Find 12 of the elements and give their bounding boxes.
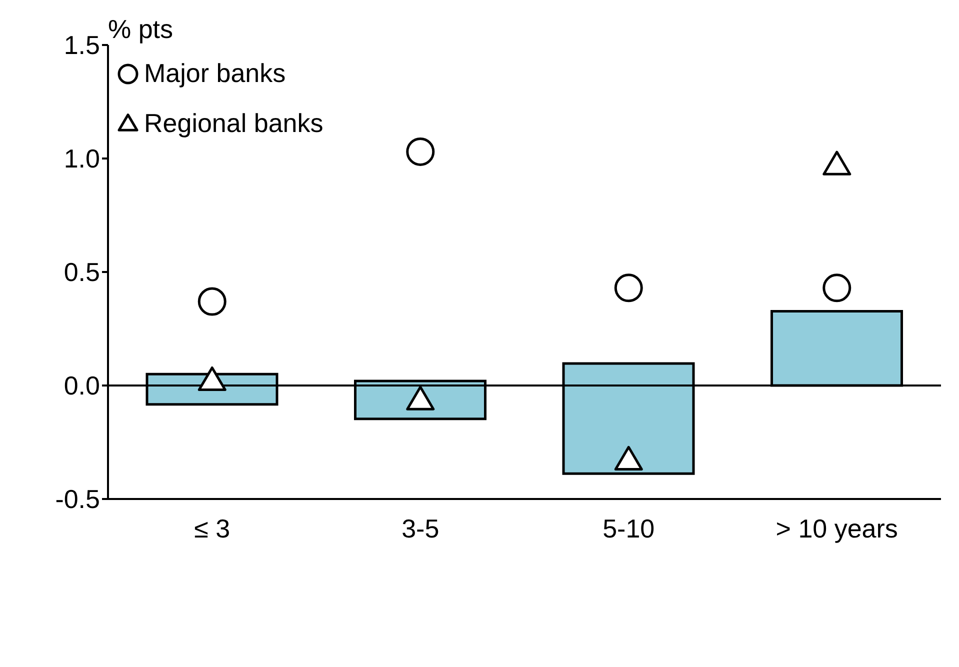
y-tick-label: 0.0 (64, 370, 100, 401)
y-axis-title: % pts (108, 14, 174, 45)
y-tick-label: 0.5 (64, 257, 100, 288)
y-tick-label: 1.0 (64, 144, 100, 174)
x-tick-label: > 10 years (776, 513, 898, 544)
legend-label: Major banks (144, 58, 286, 88)
x-tick-label: 3-5 (402, 513, 440, 544)
legend-label: Regional banks (144, 108, 324, 138)
y-tick-label: 1.5 (64, 30, 100, 60)
x-tick-label: 5-10 (602, 513, 655, 544)
x-tick-label: ≤ 3 (194, 513, 230, 544)
y-tick-label: -0.5 (55, 484, 100, 514)
